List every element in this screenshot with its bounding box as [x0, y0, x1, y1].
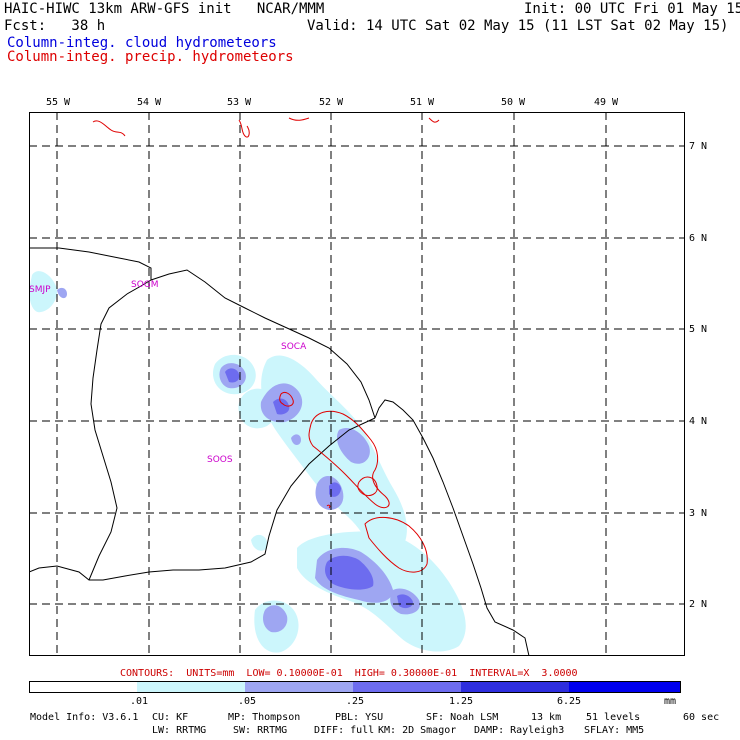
lat-label: 5 N: [689, 324, 708, 335]
model-info: 13 km: [531, 712, 562, 723]
precip-contour: [279, 391, 294, 407]
lat-label: 3 N: [689, 508, 708, 519]
cloud-area: [329, 482, 341, 497]
colorbar-segment: [461, 681, 569, 693]
station-label: SOOS: [207, 455, 233, 465]
colorbar-segment: [569, 681, 680, 693]
colorbar-segment: [245, 681, 353, 693]
lat-label: 6 N: [689, 233, 708, 244]
model-info: 51 levels: [586, 712, 641, 723]
lat-label: 2 N: [689, 599, 708, 610]
contours-info: CONTOURS: UNITS=mm LOW= 0.10000E-01 HIGH…: [120, 668, 578, 679]
lon-label: 51 W: [410, 97, 435, 108]
cloud-fill-level3: [225, 368, 413, 609]
precip-contour: [92, 120, 126, 137]
plot-title: HAIC-HIWC 13km ARW-GFS init NCAR/MMM: [4, 1, 325, 17]
model-info: SW: RRTMG: [233, 725, 288, 736]
precip-contour: [357, 476, 378, 497]
colorbar-tick: .25: [346, 696, 365, 707]
colorbar: [29, 681, 681, 693]
cloud-area: [336, 427, 370, 464]
lon-label: 53 W: [227, 97, 252, 108]
field-label-precip: Column-integ. precip. hydrometeors: [7, 49, 294, 65]
model-info: PBL: YSU: [335, 712, 384, 723]
precip-contours: [92, 117, 440, 573]
model-info: 60 sec: [683, 712, 720, 723]
precip-contour: [428, 117, 440, 123]
model-info: SFLAY: MM5: [584, 725, 645, 736]
model-info: KM: 2D Smagor: [378, 725, 457, 736]
colorbar-tick: 6.25: [557, 696, 582, 707]
cloud-area: [325, 555, 374, 590]
cloud-area: [263, 605, 288, 633]
cloud-area: [273, 398, 290, 415]
init-time: Init: 00 UTC Fri 01 May 15: [524, 1, 740, 17]
precip-contour: [288, 117, 310, 121]
cloud-area: [57, 287, 67, 299]
colorbar-tick: .05: [238, 696, 257, 707]
lon-label: 49 W: [594, 97, 619, 108]
lon-label: 54 W: [137, 97, 162, 108]
cloud-area: [291, 434, 301, 445]
model-info: CU: KF: [152, 712, 189, 723]
lat-lon-grid: [29, 112, 685, 656]
colorbar-segment: [29, 681, 137, 693]
map-panel: SMJP SOGM SOCA SOOS: [29, 112, 685, 656]
coastline-path: [150, 269, 376, 419]
cloud-area: [397, 594, 413, 609]
model-info: DAMP: Rayleigh3: [474, 725, 565, 736]
station-label: SOGM: [131, 280, 159, 290]
coastline-path: [29, 247, 152, 280]
colorbar-tick: .01: [130, 696, 149, 707]
precip-contour: [308, 410, 390, 509]
lon-label: 55 W: [46, 97, 71, 108]
lat-label: 7 N: [689, 141, 708, 152]
coastline-path: [29, 417, 376, 581]
lat-label: 4 N: [689, 416, 708, 427]
precip-contour: [364, 517, 428, 573]
station-label: SOCA: [281, 342, 307, 352]
model-info: DIFF: full: [314, 725, 375, 736]
cloud-area: [251, 534, 268, 551]
colorbar-units: mm: [664, 696, 677, 707]
coastline: [29, 247, 530, 656]
model-info: LW: RRTMG: [152, 725, 207, 736]
colorbar-segment: [353, 681, 461, 693]
model-info: MP: Thompson: [228, 712, 301, 723]
field-label-cloud: Column-integ. cloud hydrometeors: [7, 35, 277, 51]
cloud-area: [225, 368, 240, 383]
model-info: Model Info: V3.6.1: [30, 712, 139, 723]
valid-time: Valid: 14 UTC Sat 02 May 15 (11 LST Sat …: [307, 18, 729, 34]
cloud-area: [29, 271, 58, 313]
lon-label: 52 W: [319, 97, 344, 108]
colorbar-tick: 1.25: [449, 696, 474, 707]
coastline-path: [88, 279, 152, 581]
station-label: SMJP: [29, 285, 51, 295]
colorbar-segment: [137, 681, 245, 693]
lon-label: 50 W: [501, 97, 526, 108]
model-info: SF: Noah LSM: [426, 712, 499, 723]
forecast-hour: Fcst: 38 h: [4, 18, 106, 34]
map-frame: [29, 112, 685, 656]
precip-contour: [238, 119, 250, 138]
coastline-path: [374, 399, 530, 656]
precip-contour: [326, 504, 331, 509]
